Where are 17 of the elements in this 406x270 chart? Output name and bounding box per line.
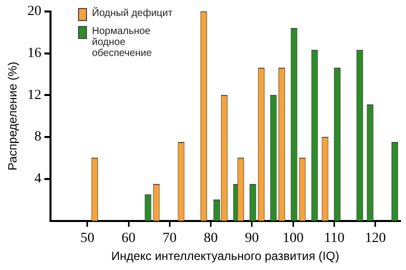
y-tick-label: 4 (34, 172, 42, 187)
x-tick-label: 120 (364, 230, 386, 246)
x-tick-label: 70 (162, 230, 177, 246)
legend-label: Нормальное йодное обеспечение (92, 26, 153, 59)
y-tick-label: 12 (27, 88, 42, 103)
x-tick-label: 90 (244, 230, 259, 246)
y-tick-label: 16 (27, 46, 42, 61)
x-tick-label: 60 (122, 230, 136, 246)
x-tick-label: 80 (204, 230, 218, 246)
legend-label: Йодный дефицит (92, 8, 174, 19)
y-axis-title: Распределение (%) (6, 62, 20, 171)
x-tick-label: 50 (80, 230, 94, 246)
y-tick-label: 20 (27, 4, 42, 20)
x-axis-title: Индекс интеллектуального развития (IQ) (111, 249, 340, 264)
x-tick-label: 100 (282, 230, 304, 246)
y-tick-label: 8 (34, 130, 42, 145)
x-tick-label: 110 (324, 230, 344, 246)
